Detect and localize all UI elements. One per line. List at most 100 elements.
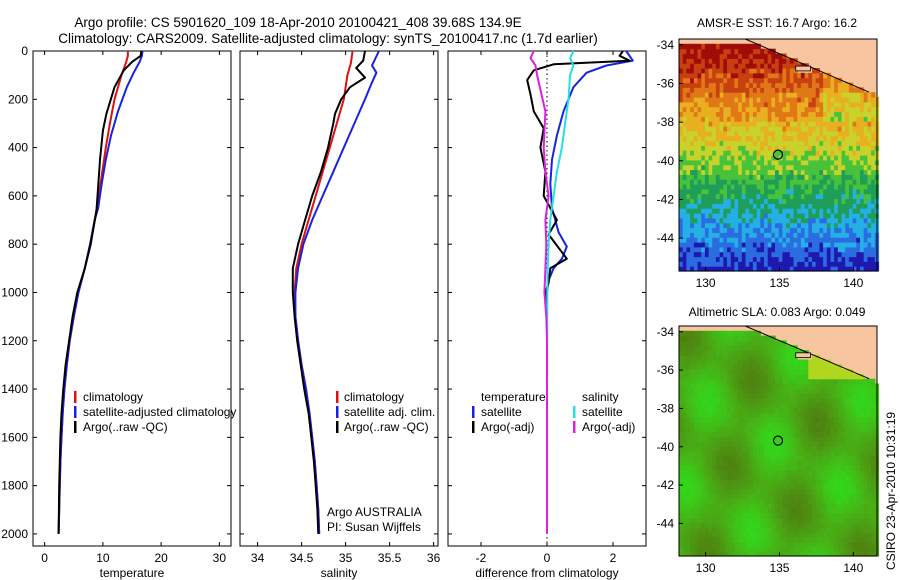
grid-cell — [800, 174, 806, 180]
grid-cell — [826, 164, 832, 171]
grid-cell — [789, 345, 795, 351]
grid-cell — [723, 474, 728, 480]
grid-cell — [730, 174, 735, 180]
grid-cell — [819, 155, 824, 161]
grid-cell — [697, 43, 702, 50]
grid-cell — [852, 393, 857, 399]
grid-cell — [693, 87, 699, 93]
grid-cell — [845, 479, 850, 485]
grid-cell — [819, 237, 824, 243]
grid-cell — [793, 359, 798, 365]
grid-cell — [682, 431, 687, 437]
grid-cell — [856, 383, 861, 389]
grid-cell — [867, 251, 872, 258]
grid-cell — [741, 213, 747, 219]
grid-cell — [871, 498, 876, 504]
grid-cell — [804, 498, 809, 504]
grid-cell — [686, 121, 691, 127]
grid-cell — [848, 242, 854, 248]
grid-cell — [786, 450, 791, 456]
grid-cell — [727, 460, 732, 466]
grid-cell — [815, 208, 820, 214]
grid-cell — [863, 450, 868, 456]
grid-cell — [727, 546, 732, 552]
grid-cell — [701, 431, 706, 437]
grid-cell — [797, 388, 802, 394]
grid-cell — [727, 364, 732, 370]
grid-cell — [727, 345, 732, 351]
grid-cell — [764, 213, 769, 219]
grid-cell — [690, 198, 695, 204]
grid-cell — [708, 256, 713, 262]
grid-cell — [767, 159, 772, 166]
grid-cell — [749, 217, 754, 224]
grid-cell — [815, 92, 820, 98]
grid-cell — [782, 469, 787, 476]
grid-cell — [701, 503, 706, 509]
grid-cell — [701, 407, 706, 413]
grid-cell — [704, 445, 710, 452]
grid-cell — [767, 169, 772, 175]
grid-cell — [819, 140, 824, 146]
grid-cell — [708, 445, 713, 452]
grid-cell — [756, 242, 761, 248]
grid-cell — [775, 208, 780, 214]
grid-cell — [871, 256, 876, 262]
grid-cell — [756, 121, 761, 127]
grid-cell — [845, 512, 850, 519]
grid-cell — [800, 421, 806, 428]
grid-cell — [871, 179, 876, 185]
grid-cell — [715, 503, 721, 509]
grid-cell — [771, 217, 776, 224]
grid-cell — [823, 261, 828, 267]
grid-cell — [715, 237, 721, 243]
grid-cell — [812, 261, 817, 267]
grid-cell — [863, 222, 868, 229]
grid-cell — [782, 87, 787, 93]
grid-cell — [745, 407, 750, 413]
grid-cell — [679, 436, 684, 442]
grid-cell — [756, 354, 761, 361]
grid-cell — [823, 551, 828, 557]
grid-cell — [701, 450, 706, 456]
grid-cell — [819, 551, 824, 557]
grid-cell — [708, 369, 713, 375]
grid-cell — [686, 455, 691, 461]
grid-cell — [856, 498, 861, 504]
grid-cell — [834, 266, 839, 272]
grid-cell — [812, 469, 817, 476]
grid-cell — [738, 140, 743, 146]
grid-cell — [775, 58, 780, 64]
grid-cell — [697, 237, 702, 243]
grid-cell — [808, 256, 813, 262]
grid-cell — [712, 479, 717, 485]
grid-cell — [786, 135, 791, 142]
grid-cell — [834, 261, 839, 267]
grid-cell — [756, 82, 761, 88]
grid-cell — [815, 111, 820, 117]
grid-cell — [741, 474, 747, 480]
grid-cell — [830, 364, 835, 370]
grid-cell — [852, 493, 857, 500]
grid-cell — [704, 407, 710, 413]
grid-cell — [871, 412, 876, 418]
grid-cell — [738, 522, 743, 528]
grid-cell — [767, 397, 772, 404]
grid-cell — [834, 421, 839, 428]
grid-cell — [719, 522, 724, 528]
grid-cell — [863, 546, 868, 552]
grid-cell — [697, 246, 702, 253]
grid-cell — [764, 58, 769, 64]
y-tick-label: 2000 — [1, 527, 28, 541]
grid-cell — [819, 536, 824, 543]
grid-cell — [819, 87, 824, 93]
grid-cell — [800, 145, 806, 151]
grid-cell — [856, 213, 861, 219]
series-line-salinity-argo-adj — [529, 50, 550, 534]
grid-cell — [745, 43, 750, 50]
grid-cell — [775, 393, 780, 399]
x-tick-label: 140 — [843, 561, 863, 575]
x-tick-label: 135 — [769, 276, 789, 290]
grid-cell — [760, 174, 765, 180]
grid-cell — [812, 92, 817, 98]
